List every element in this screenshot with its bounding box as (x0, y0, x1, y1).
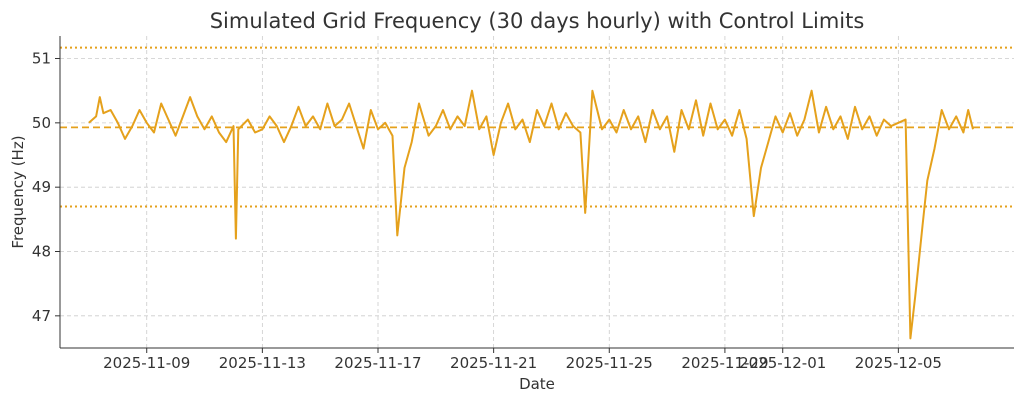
x-axis-label: Date (519, 375, 555, 393)
x-tick-label: 2025-12-05 (855, 354, 942, 372)
grid (60, 36, 1014, 348)
x-tick-label: 2025-11-09 (103, 354, 190, 372)
y-tick-label: 49 (32, 178, 51, 196)
x-tick-label: 2025-11-29 (681, 354, 768, 372)
chart-title: Simulated Grid Frequency (30 days hourly… (210, 9, 865, 33)
x-ticks: 2025-11-09 2025-11-13 2025-11-17 2025-11-21… (103, 348, 942, 372)
x-tick-label: 2025-11-21 (450, 354, 537, 372)
frequency-series-line (88, 89, 974, 340)
series-layer (88, 89, 974, 340)
axes (59, 36, 1014, 349)
x-tick-label: 2025-11-25 (566, 354, 653, 372)
x-tick-label: 2025-11-17 (334, 354, 421, 372)
y-tick-label: 47 (32, 307, 51, 325)
x-tick-label: 2025-12-01 (739, 354, 826, 372)
y-ticks: 47 48 49 50 51 (32, 50, 60, 325)
y-axis-label: Frequency (Hz) (9, 135, 27, 248)
y-tick-label: 50 (32, 114, 51, 132)
y-tick-label: 51 (32, 50, 51, 68)
y-tick-label: 48 (32, 243, 51, 261)
x-tick-label: 2025-11-13 (219, 354, 306, 372)
reference-lines (60, 46, 1014, 208)
